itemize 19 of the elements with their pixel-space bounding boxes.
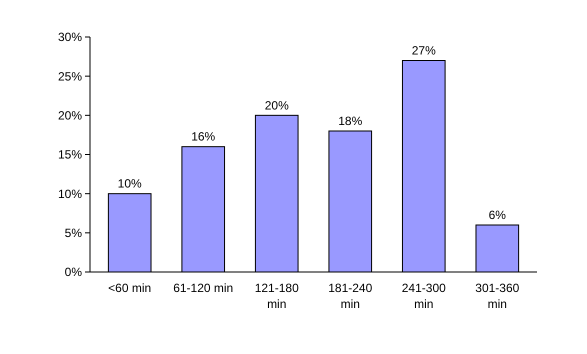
x-tick-label: 121-180 min <box>254 281 300 311</box>
y-tick-label: 15% <box>58 148 82 162</box>
data-label: 18% <box>338 114 363 128</box>
x-tick-label: 181-240 min <box>328 281 373 311</box>
data-label: 6% <box>488 208 506 222</box>
y-tick-label: 0% <box>64 265 82 280</box>
x-tick-label: <60 min <box>108 281 152 295</box>
y-tick-label: 30% <box>58 30 82 44</box>
data-label: 20% <box>264 98 290 112</box>
x-tick-label: 301-360 min <box>475 281 520 311</box>
x-tick-label: 61-120 min <box>173 281 234 295</box>
y-tick-label: 20% <box>58 108 82 123</box>
data-label: 16% <box>191 130 216 144</box>
y-tick-label: 10% <box>58 186 82 201</box>
y-tick-label: 5% <box>64 226 82 240</box>
y-tick-label: 25% <box>58 69 82 84</box>
x-tick-label: 241-300 min <box>402 281 446 311</box>
data-label: 27% <box>412 44 436 58</box>
data-label: 10% <box>118 176 142 191</box>
